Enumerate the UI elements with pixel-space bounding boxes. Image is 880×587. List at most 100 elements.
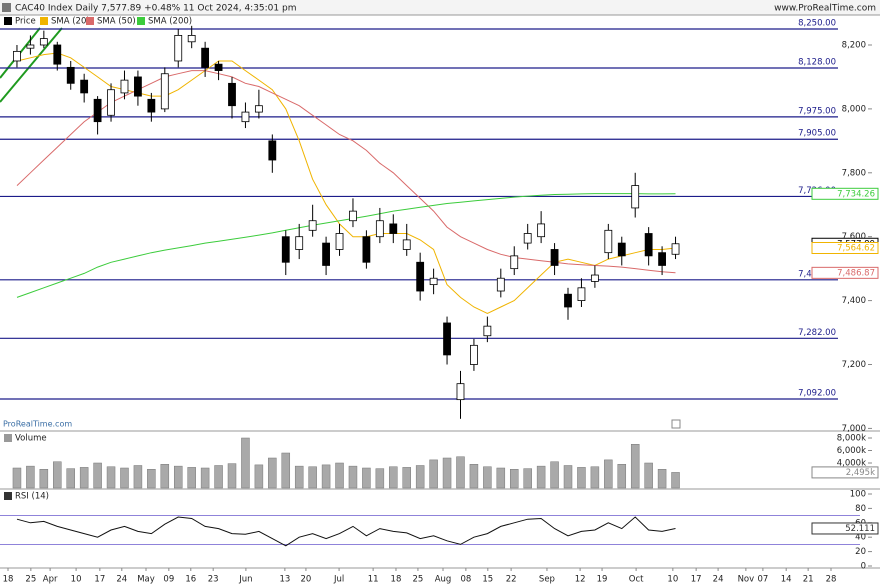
candle-body (174, 35, 183, 62)
x-tick-label: Oct (629, 575, 644, 585)
volume-bar (53, 461, 62, 489)
y-tick-label: 80 (855, 504, 866, 514)
zoom-icon (671, 419, 681, 429)
y-tick-label: 7,600 (842, 232, 866, 242)
candle-body (577, 287, 586, 301)
x-tick-label: 18 (3, 575, 14, 585)
value-badge (811, 522, 879, 535)
x-tick-label: 25 (25, 575, 36, 585)
candle-body (80, 79, 89, 94)
volume-bar (268, 457, 277, 489)
x-tick-label: Apr (43, 575, 58, 585)
candle-body (671, 243, 680, 255)
candle-body (590, 274, 599, 282)
candle-body (93, 98, 102, 123)
volume-bar (415, 465, 425, 489)
candle-body (402, 239, 411, 250)
level-label: 8,250.00 (798, 19, 836, 29)
candle-body (254, 105, 263, 113)
x-tick-label: 11 (368, 575, 379, 585)
legend-swatch (137, 17, 145, 25)
y-tick-label: 4,000k (837, 459, 866, 469)
level-label: 7,092.00 (798, 389, 836, 399)
volume-bar (254, 464, 264, 489)
candle-body (160, 73, 169, 110)
value-badge-label: 2,495k (846, 468, 875, 478)
volume-bar (523, 468, 532, 489)
y-tick-label: 7,000 (842, 424, 866, 434)
y-tick-label: 8,000 (842, 104, 866, 114)
volume-bar (227, 463, 237, 489)
x-tick-label: 09 (163, 575, 174, 585)
volume-bar (389, 466, 398, 489)
x-tick-label: Jul (333, 575, 344, 585)
volume-bar (563, 465, 573, 489)
volume-bar (308, 466, 317, 489)
candle-body (228, 82, 236, 107)
volume-bar (617, 464, 627, 489)
y-tick-label: 0 (861, 562, 866, 572)
candle-body (483, 325, 492, 337)
volume-bar (362, 467, 371, 489)
candle-body (523, 233, 532, 244)
candle-body (375, 220, 384, 238)
candle-body (362, 236, 371, 263)
volume-bar (26, 465, 35, 489)
candle-body (66, 66, 75, 84)
candle-body (456, 383, 465, 401)
y-tick-label: 8,200 (842, 40, 866, 50)
candle-body (295, 236, 304, 250)
trend-line (0, 27, 63, 103)
x-tick-label: 08 (460, 575, 471, 585)
candle-body (53, 44, 62, 65)
x-tick-label: Jun (238, 575, 252, 585)
candle-body (550, 249, 559, 266)
legend-label: RSI (14) (15, 492, 49, 502)
candle-body (416, 261, 425, 292)
volume-bar (147, 469, 156, 489)
x-tick-label: 16 (185, 575, 196, 585)
volume-bar (12, 467, 22, 489)
x-tick-label: 25 (413, 575, 424, 585)
y-tick-label: 20 (855, 547, 866, 557)
value-badge (811, 242, 879, 255)
x-tick-label: 07 (757, 575, 768, 585)
x-tick-label: 18 (391, 575, 402, 585)
legend-label: SMA (200) (148, 17, 192, 27)
candle-body (147, 98, 156, 113)
value-badge-label: 52.111 (845, 524, 875, 534)
x-tick-label: 22 (506, 575, 517, 585)
volume-bar (671, 472, 680, 489)
sma-line (16, 70, 676, 274)
value-badge (811, 187, 879, 200)
volume-bar (536, 465, 546, 489)
volume-bar (604, 459, 613, 489)
volume-bar (187, 467, 196, 489)
candle-body (335, 233, 344, 250)
x-tick-label: 21 (803, 575, 814, 585)
candle-body (537, 223, 546, 238)
volume-bar (214, 465, 223, 489)
candle-body (658, 252, 666, 266)
value-badge-label: 7,734.26 (837, 189, 875, 199)
legend-swatch (4, 17, 12, 25)
candle-body (564, 293, 572, 308)
candle-body (443, 322, 451, 356)
volume-bar (402, 467, 411, 489)
volume-bar (496, 467, 506, 489)
volume-bar (456, 456, 465, 489)
candle-body (241, 111, 250, 123)
y-tick-label: 7,800 (842, 168, 866, 178)
volume-bar (590, 466, 600, 489)
x-tick-label: 19 (597, 575, 608, 585)
x-tick-label: 24 (116, 575, 127, 585)
volume-bar (281, 452, 291, 489)
candle-body (631, 185, 640, 209)
value-badge (811, 266, 879, 279)
volume-bar (348, 465, 358, 489)
candle-body (322, 242, 330, 266)
volume-bar (483, 466, 492, 489)
candle-body (13, 50, 21, 62)
header-title: CAC40 Index Daily 7,577.89 +0.48% 11 Oct… (15, 4, 296, 14)
